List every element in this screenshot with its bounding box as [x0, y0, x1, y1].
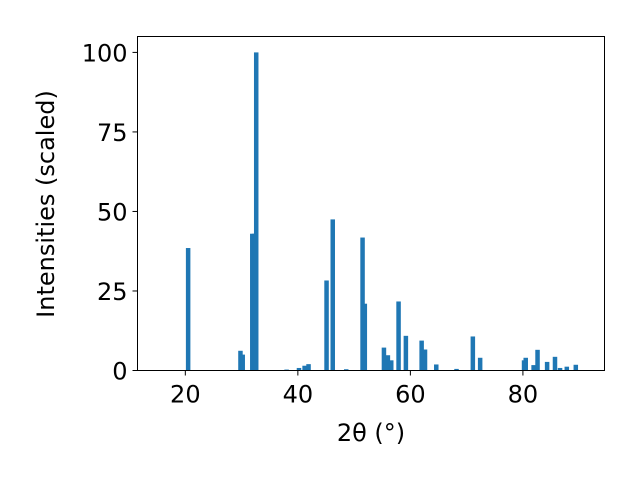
bar-12 [343, 369, 349, 371]
bar-27 [523, 357, 528, 371]
bar-17 [389, 360, 394, 371]
bar-19 [403, 335, 409, 371]
bar-29 [535, 349, 540, 371]
bar-20 [419, 340, 424, 371]
plot-frame [137, 36, 605, 371]
bar-28 [531, 365, 536, 371]
bar-21 [422, 349, 428, 371]
bar-23 [454, 368, 459, 371]
bar-31 [552, 356, 558, 371]
bar-2 [240, 354, 245, 371]
bar-5 [253, 52, 259, 371]
bar-34 [573, 364, 579, 371]
x-axis-label: 2θ (°) [337, 419, 405, 447]
bar-11 [330, 219, 335, 371]
bar-24 [470, 336, 476, 371]
bar-25 [477, 357, 483, 371]
bar-7 [296, 367, 302, 371]
bar-15 [381, 347, 387, 371]
y-axis-label: Intensities (scaled) [32, 90, 60, 318]
y-tick-label-1: 25 [97, 278, 128, 306]
bars-group [185, 52, 579, 371]
y-tick-label-2: 50 [97, 198, 128, 226]
bar-32 [557, 367, 563, 371]
x-tick-label-2: 60 [395, 381, 426, 409]
bar-1 [238, 350, 243, 371]
bar-22 [434, 364, 439, 371]
bar-8 [302, 365, 307, 371]
bar-14 [362, 303, 368, 371]
bar-30 [544, 361, 550, 371]
y-axis-ticks: 0 25 50 75 100 [82, 39, 138, 386]
bar-0 [185, 248, 191, 371]
bar-33 [564, 366, 570, 371]
y-tick-label-3: 75 [97, 119, 128, 147]
y-tick-label-0: 0 [112, 358, 127, 386]
x-tick-label-3: 80 [508, 381, 539, 409]
bar-10 [324, 280, 329, 371]
bar-16 [385, 355, 391, 371]
bar-9 [306, 364, 311, 371]
x-axis-ticks: 20 40 60 80 [170, 370, 539, 409]
bar-18 [396, 301, 401, 371]
y-tick-label-4: 100 [82, 39, 128, 67]
x-tick-label-1: 40 [283, 381, 314, 409]
x-tick-label-0: 20 [170, 381, 201, 409]
